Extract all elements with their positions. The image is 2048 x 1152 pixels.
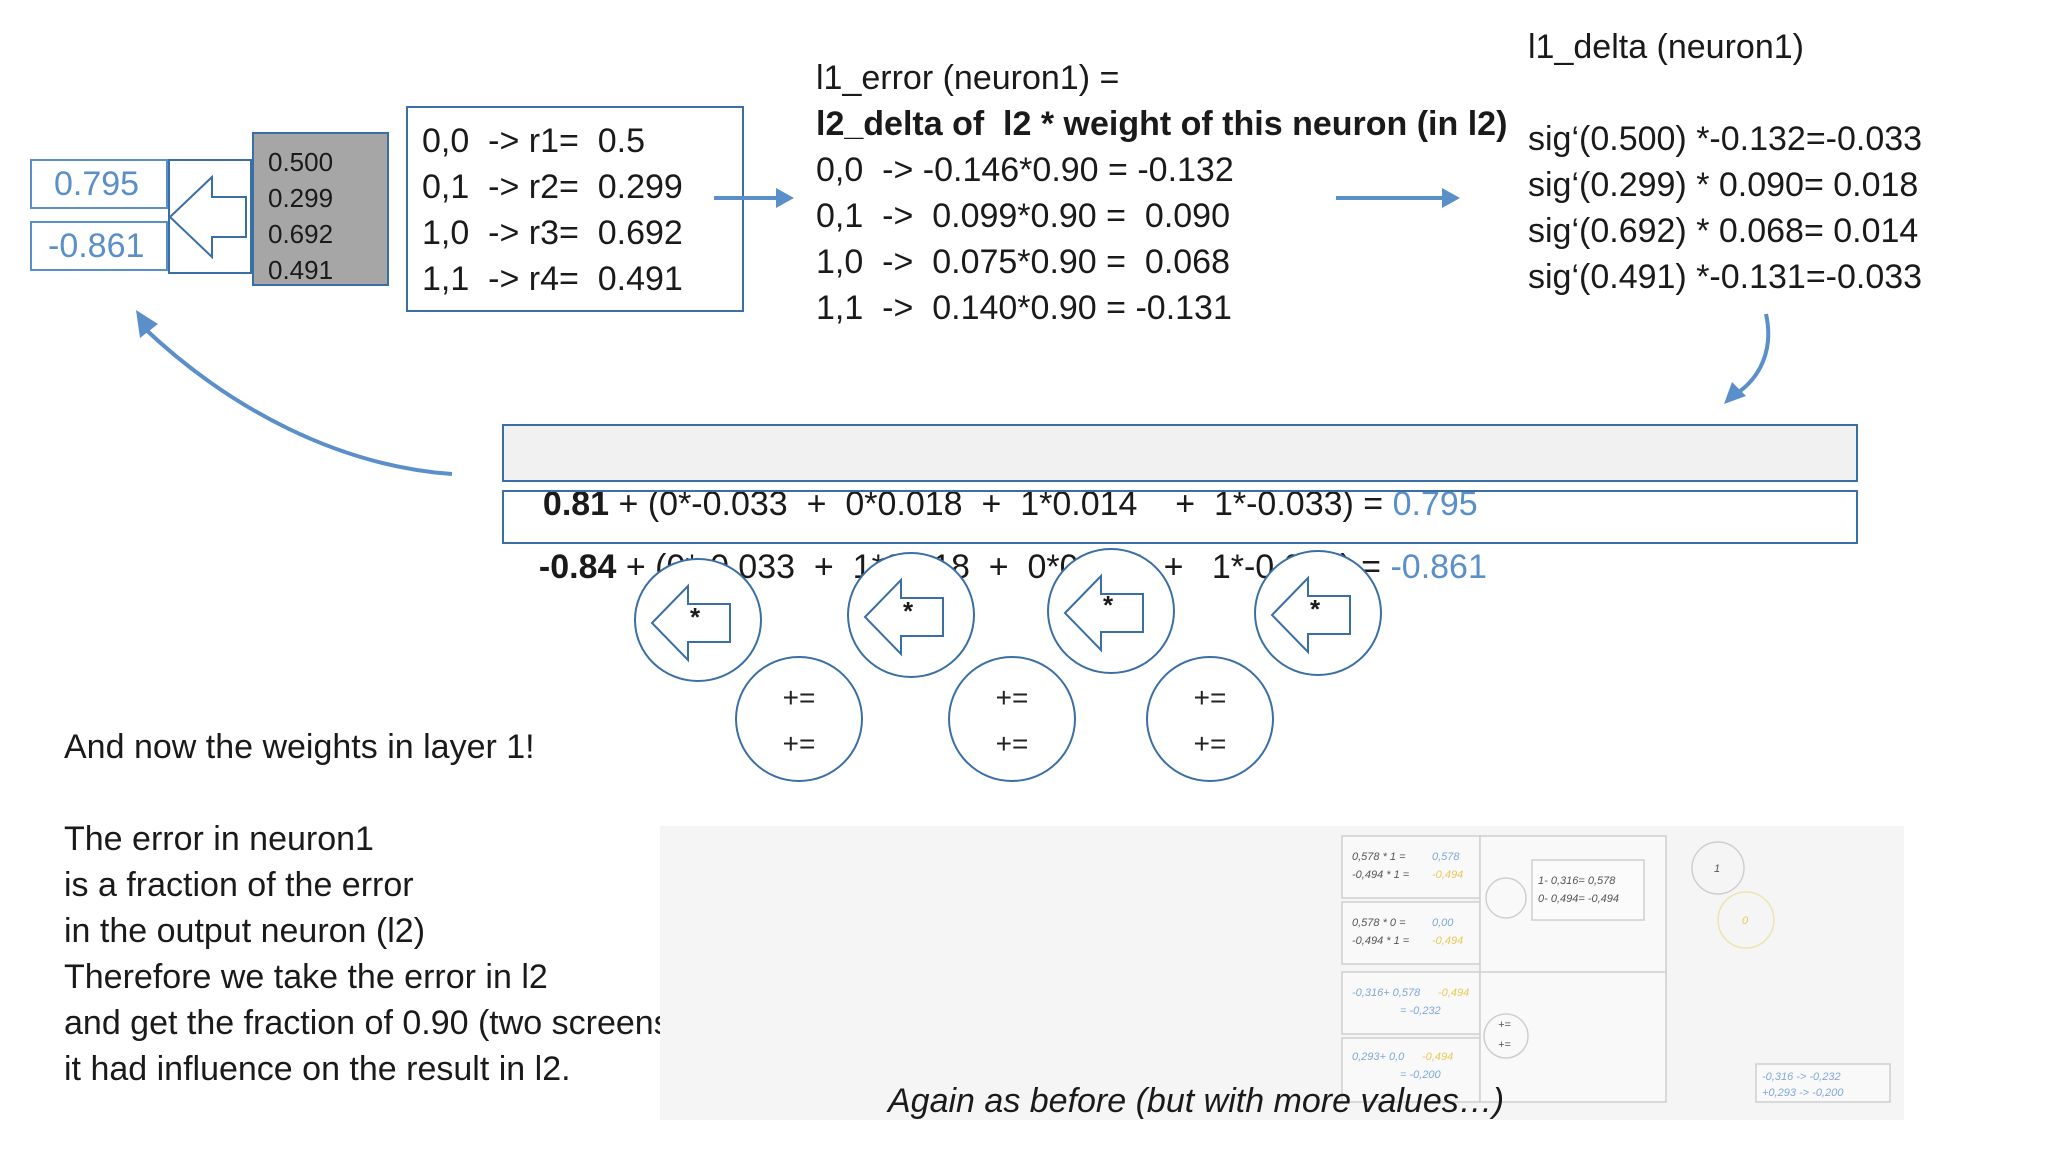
accumulate-node: += += [735,656,863,782]
thumb-text: -0,494 [1432,935,1463,947]
previous-slide-thumbnail: 0,578 * 1 = 0,578 -0,494 * 1 = -0,494 0,… [660,826,1904,1120]
left-arrow-icon [863,577,944,657]
explanation-line: And now the weights in layer 1! [64,728,535,766]
caption: Again as before (but with more values…) [888,1082,1505,1120]
thumb-text: -0,316+ 0,578 [1352,987,1421,999]
l1-delta-row: sig‘(0.692) * 0.068= 0.014 [1528,212,1919,250]
l1-error-row: 0,0 -> -0.146*0.90 = -0.132 [816,151,1234,189]
explanation-line: is a fraction of the error [64,866,414,904]
left-arrow-icon [168,174,247,260]
plus-equals-label: += [1193,728,1227,759]
gray-value: 0.299 [268,183,334,213]
l1-error-title: l1_error (neuron1) = [816,59,1120,97]
thumb-text: -0,494 [1432,869,1463,881]
curved-back-arrow-icon [136,310,453,476]
l1-delta-row: sig‘(0.491) *-0.131=-0.033 [1528,258,1923,296]
explanation-line: it had influence on the result in l2. [64,1050,571,1088]
l1-error-subtitle: l2_delta of l2 * weight of this neuron (… [816,105,1508,143]
accumulate-node: += += [948,656,1076,782]
thumb-text: +0,293 -> -0,200 [1762,1087,1844,1099]
thumb-text: 0- 0,494= -0,494 [1538,893,1619,905]
input-row: 1,0 -> r3= 0.692 [422,214,683,252]
thumb-text: = -0,200 [1400,1069,1442,1081]
gray-value: 0.500 [268,147,334,177]
thumb-text: -0,494 * 1 = [1352,935,1410,947]
thumb-text: -0,316 -> -0,232 [1762,1071,1841,1083]
multiply-symbol: * [903,596,914,626]
thumb-text: 0,578 [1432,851,1460,863]
multiply-symbol: * [1310,594,1321,624]
explanation-line: The error in neuron1 [64,820,374,858]
gray-values-box: 0.500 0.299 0.692 0.491 [252,132,389,286]
input-row: 1,1 -> r4= 0.491 [422,260,683,298]
output-bottom-value: -0.861 [48,227,145,265]
thumbnail-drawing: 0,578 * 1 = 0,578 -0,494 * 1 = -0,494 0,… [1341,835,1891,1103]
thumb-text: += [1498,1019,1511,1031]
thumb-text: 0,578 * 1 = [1352,851,1406,863]
left-arrow-icon [1063,573,1144,653]
multiply-node: * [1254,550,1382,676]
accumulate-node: += += [1146,656,1274,782]
multiply-node: * [1047,548,1175,674]
equation-row-2: -0.84 + (0*-0.033 + 1*0.018 + 0*0.014 + … [502,490,1858,586]
thumb-text: 1- 0,316= 0,578 [1538,875,1616,887]
l1-delta-row: sig‘(0.299) * 0.090= 0.018 [1528,166,1919,204]
thumb-text: -0,494 [1422,1051,1453,1063]
equation-bias: -0.84 [538,548,617,586]
output-top-box: 0.795 [30,159,168,209]
thumb-text: -0,494 * 1 = [1352,869,1410,881]
thumb-text: 0,293+ 0,0 [1352,1051,1405,1063]
thumb-text: 0 [1742,915,1749,927]
explanation-line: in the output neuron (l2) [64,912,426,950]
right-arrow-icon [714,188,794,208]
thumb-text: += [1498,1039,1511,1051]
l1-delta-row: sig‘(0.500) *-0.132=-0.033 [1528,120,1923,158]
left-arrow-icon [650,583,731,663]
plus-equals-label: += [782,728,816,759]
multiply-node: * [847,552,975,678]
plus-equals-label: += [782,682,816,713]
output-bottom-box: -0.861 [30,221,168,271]
gray-value: 0.491 [268,255,334,285]
inputs-box: 0,0 -> r1= 0.5 0,1 -> r2= 0.299 1,0 -> r… [406,106,744,312]
explanation-line: Therefore we take the error in l2 [64,958,548,996]
left-arrow-icon [1270,575,1351,655]
gray-value: 0.692 [268,219,334,249]
right-arrow-icon [1336,188,1460,208]
equation-row-1: 0.81 + (0*-0.033 + 0*0.018 + 1*0.014 + 1… [502,424,1858,523]
thumb-text: 1 [1714,863,1720,875]
plus-equals-label: += [995,728,1029,759]
l1-error-row: 1,0 -> 0.075*0.90 = 0.068 [816,243,1230,281]
l1-error-row: 1,1 -> 0.140*0.90 = -0.131 [816,289,1232,327]
multiply-symbol: * [1103,590,1114,620]
l1-error-row: 0,1 -> 0.099*0.90 = 0.090 [816,197,1230,235]
thumb-text: -0,494 [1438,987,1469,999]
input-row: 0,1 -> r2= 0.299 [422,168,683,206]
multiply-symbol: * [690,602,701,632]
thumb-text: 0,00 [1432,917,1454,929]
input-row: 0,0 -> r1= 0.5 [422,122,646,160]
multiply-node: * [634,558,762,682]
thumb-text: = -0,232 [1400,1005,1441,1017]
thumb-text: 0,578 * 0 = [1352,917,1406,929]
equation-result: -0.861 [1390,548,1487,586]
output-top-value: 0.795 [54,165,140,203]
l1-delta-title: l1_delta (neuron1) [1528,28,1804,66]
plus-equals-label: += [995,682,1029,713]
curved-down-arrow-icon [1724,313,1771,404]
plus-equals-label: += [1193,682,1227,713]
